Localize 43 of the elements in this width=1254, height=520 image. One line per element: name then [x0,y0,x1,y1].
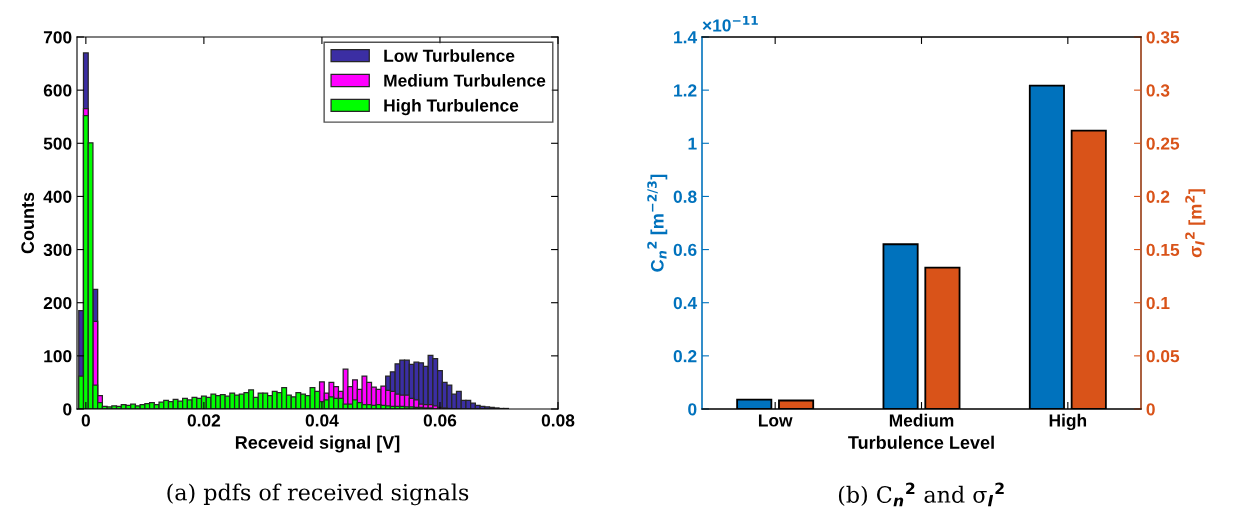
y-tick-label: 200 [43,296,72,310]
x-axis-title: Turbulence Level [848,435,994,449]
x-tick-label: 0.02 [187,414,221,427]
x-tick-label: High [1049,413,1087,431]
text: (a) pdfs of received signals [167,483,469,506]
y-tick-label: 300 [43,243,72,257]
y-tick-label: 1 [688,137,697,150]
x-tick-label: 0.04 [305,414,339,427]
y-tick-label: 0 [688,403,697,416]
y-tick-label: 0.2 [673,350,697,363]
legend-label: High Turbulence [384,98,519,116]
y2-tick-label: 0 [1146,403,1155,416]
x-tick-label: Low [758,414,793,427]
y-axis-title: C$_{n}$$^{2}$ [m$^{−2/3}$] [647,174,668,272]
text: ×10$^{−11}$ [702,15,758,32]
x-tick-label: Medium [889,413,954,427]
text: (b) C$_{n}$$^{2}$ and σ$_{I}$$^{2}$ [838,482,1004,507]
y-tick-label: 400 [43,190,72,203]
y-tick-label: 0.6 [673,243,697,257]
y2-tick-label: 0.35 [1146,31,1180,44]
legend-label: Low Turbulence [384,49,515,62]
x-tick-label: 0 [81,414,90,427]
y2-axis-title: σ$_{I}$$^{2}$ [m$^{2}$] [1185,189,1206,258]
x-tick-label: 0.08 [541,414,575,427]
y-axis-title: Counts [21,192,35,254]
y2-tick-label: 0.25 [1146,137,1180,150]
y-tick-label: 0 [63,403,72,416]
y2-tick-label: 0.05 [1146,350,1180,363]
legend-label: Medium Turbulence [384,74,546,87]
y-tick-label: 1.2 [674,84,697,97]
y2-tick-label: 0.15 [1146,243,1180,257]
y-tick-label: 500 [43,137,72,150]
x-tick-label: 0.06 [423,414,457,427]
y2-tick-label: 0.1 [1146,296,1170,310]
y-tick-label: 1.4 [674,31,698,44]
x-axis-title: Receveid signal [V] [235,435,400,453]
y2-tick-label: 0.3 [1146,84,1170,97]
y-tick-label: 0.8 [673,190,697,203]
y-tick-label: 600 [43,84,72,97]
y-tick-label: 0.4 [673,296,698,310]
y-tick-label: 100 [44,350,72,363]
y-tick-label: 700 [43,31,72,44]
y2-tick-label: 0.2 [1146,190,1170,203]
